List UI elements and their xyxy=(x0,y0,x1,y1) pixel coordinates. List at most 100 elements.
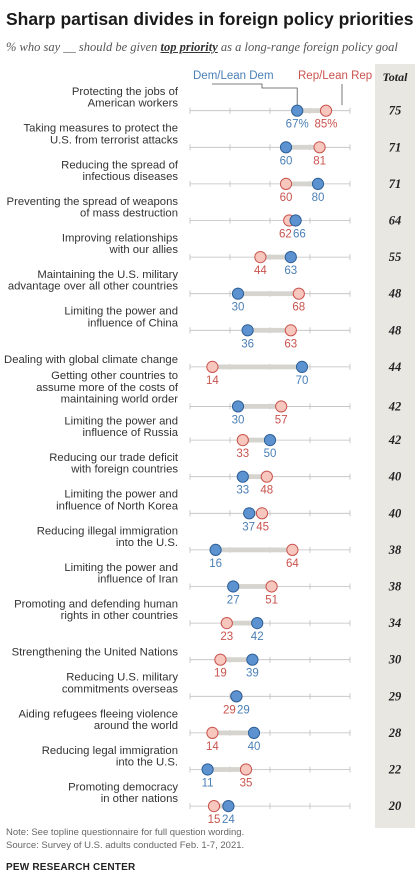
row-label: Taking measures to protect the xyxy=(24,123,178,135)
total-value: 71 xyxy=(389,140,402,154)
dem-dot xyxy=(227,580,240,593)
total-value: 71 xyxy=(389,177,402,191)
rep-value-label: 23 xyxy=(220,631,233,643)
row-label: assume more of the costs of xyxy=(36,382,179,394)
row-label: influence of North Korea xyxy=(56,500,179,512)
total-value: 38 xyxy=(388,543,402,557)
rep-dot xyxy=(286,543,299,556)
rep-dot xyxy=(260,470,273,483)
rep-dot xyxy=(284,324,297,337)
rep-value-label: 68 xyxy=(292,302,305,314)
row-label: commitments overseas xyxy=(62,683,178,695)
gap-bar xyxy=(242,474,267,480)
total-value: 34 xyxy=(388,616,402,630)
dem-value-label: 16 xyxy=(209,558,222,570)
dem-dot xyxy=(236,470,249,483)
rep-dot xyxy=(206,360,219,373)
dem-dot xyxy=(246,653,259,666)
rep-value-label: 48 xyxy=(260,485,273,497)
gap-bar xyxy=(215,547,293,553)
row-label: infectious diseases xyxy=(83,171,179,183)
dem-dot xyxy=(295,360,309,373)
dem-value-label: 70 xyxy=(296,375,309,387)
gap-bar xyxy=(207,767,246,772)
total-value: 30 xyxy=(388,653,402,667)
row-label: Promoting and defending human xyxy=(14,599,178,611)
row-label: Promoting democracy xyxy=(68,782,178,794)
row-label: with foreign countries xyxy=(70,464,178,476)
dem-dot xyxy=(201,763,214,776)
rep-value-label: 14 xyxy=(206,741,219,753)
row-label: Limiting the power and xyxy=(64,416,178,428)
dem-value-label: 33 xyxy=(236,485,249,497)
source-org-logo: PEW RESEARCH CENTER xyxy=(6,862,136,873)
total-value: 40 xyxy=(388,470,402,484)
row-label: Reducing illegal immigration xyxy=(37,525,178,537)
row-label: Protecting the jobs of xyxy=(72,86,179,98)
rep-dot xyxy=(220,616,233,630)
legend-rep: Rep/Lean Rep xyxy=(298,70,373,82)
total-value: 20 xyxy=(388,799,402,813)
rep-dot xyxy=(206,726,219,739)
dem-value-label: 42 xyxy=(251,631,264,643)
dem-value-label: 27 xyxy=(227,595,240,607)
rep-value-label: 14 xyxy=(206,375,219,387)
total-value: 40 xyxy=(388,506,402,520)
dem-value-label: 40 xyxy=(248,741,261,753)
rep-value-label: 62 xyxy=(279,229,292,241)
row-label: around the world xyxy=(94,720,178,732)
row-label: Getting other countries to xyxy=(51,370,178,382)
dem-value-label: 60 xyxy=(280,155,293,167)
total-column-background xyxy=(375,64,415,828)
gap-bar xyxy=(226,620,258,626)
row-label: Improving relationships xyxy=(62,233,179,245)
dem-value-label: 67% xyxy=(286,119,309,131)
subtitle-highlight: top priority xyxy=(160,40,218,54)
rep-dot xyxy=(236,433,249,447)
row-label: American workers xyxy=(88,98,179,110)
rep-value-label: 15 xyxy=(208,814,221,826)
dem-value-label: 24 xyxy=(222,814,235,826)
subtitle-text-after: as a long-range foreign policy goal xyxy=(217,40,398,54)
row-label: Reducing U.S. military xyxy=(66,672,178,684)
row-label: Reducing our trade deficit xyxy=(49,452,179,464)
rep-dot xyxy=(254,250,267,264)
row-label: Limiting the power and xyxy=(64,306,178,318)
rep-value-label: 81 xyxy=(313,155,326,167)
dem-value-label: 66 xyxy=(293,229,306,241)
row-label: in other nations xyxy=(101,793,179,805)
rep-dot xyxy=(255,507,269,520)
dem-value-label: 63 xyxy=(284,265,297,277)
gap-bar xyxy=(297,108,326,114)
dem-dot xyxy=(284,250,297,264)
rep-value-label: 19 xyxy=(214,668,227,680)
chart-title: Sharp partisan divides in foreign policy… xyxy=(6,9,414,29)
rep-dot xyxy=(292,287,305,300)
row-label: Maintaining the U.S. military xyxy=(37,269,178,281)
total-value: 38 xyxy=(388,580,402,594)
dem-value-label: 29 xyxy=(237,704,250,716)
dem-value-label: 39 xyxy=(246,668,259,680)
row-label: influence of Iran xyxy=(98,574,178,586)
dem-value-label: 37 xyxy=(242,521,255,533)
dem-dot xyxy=(209,543,222,556)
row-label: rights in other countries xyxy=(61,610,179,622)
rep-value-label: 64 xyxy=(286,558,299,570)
rep-value-label: 33 xyxy=(236,448,249,460)
rep-dot xyxy=(313,141,326,154)
row-label: into the U.S. xyxy=(116,537,178,549)
dem-dot xyxy=(247,726,261,739)
gap-bar xyxy=(242,437,270,443)
total-value: 75 xyxy=(389,104,402,118)
legend-dem: Dem/Lean Dem xyxy=(193,70,274,82)
gap-bar xyxy=(260,254,291,260)
total-value: 48 xyxy=(388,287,402,301)
dem-dot xyxy=(243,507,256,520)
row-label: Preventing the spread of weapons xyxy=(7,196,179,208)
rep-value-label: 29 xyxy=(223,704,236,716)
rep-dot xyxy=(265,580,278,593)
rep-dot xyxy=(239,763,253,776)
gap-bar xyxy=(238,291,299,297)
rep-value-label: 51 xyxy=(265,595,278,607)
row-label: U.S. from terrorist attacks xyxy=(50,134,178,146)
